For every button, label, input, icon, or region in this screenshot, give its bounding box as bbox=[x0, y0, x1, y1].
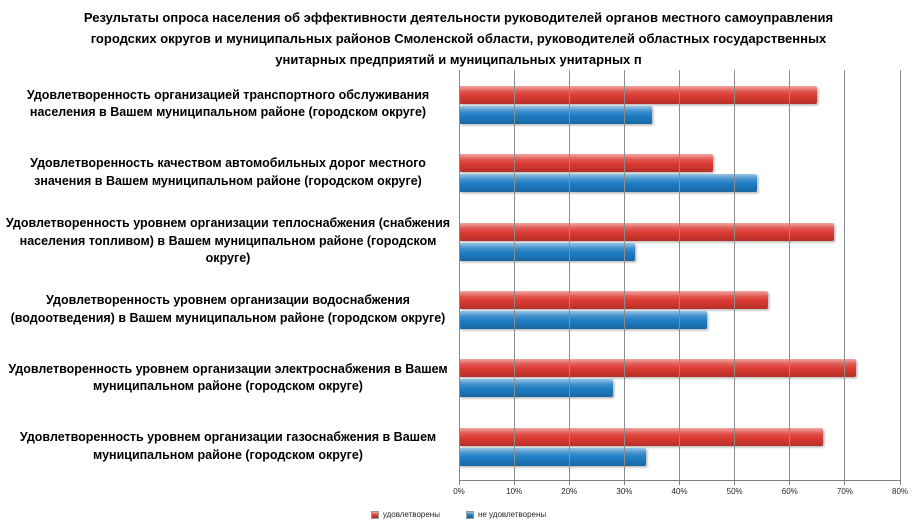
category-label: Удовлетворенность качеством автомобильны… bbox=[30, 156, 426, 188]
x-axis: 0% 10% 20% 30% 40% 50% 60% 70% 80% bbox=[453, 487, 908, 499]
legend: удовлетворены не удовлетворены bbox=[0, 510, 917, 519]
x-tick-label: 0% bbox=[453, 487, 465, 496]
gridline bbox=[734, 70, 736, 480]
gridline bbox=[679, 70, 680, 480]
bar-unsatisfied bbox=[459, 447, 647, 466]
x-tick-label: 50% bbox=[726, 487, 743, 496]
bar-satisfied bbox=[459, 427, 823, 446]
axis-tick bbox=[679, 480, 680, 485]
gridline bbox=[899, 70, 901, 480]
category-label: Удовлетворенность организацией транспорт… bbox=[26, 87, 430, 120]
bar-unsatisfied bbox=[459, 174, 757, 193]
bar-row bbox=[459, 70, 900, 138]
x-tick-label: 30% bbox=[616, 487, 633, 496]
bar-row bbox=[459, 138, 900, 206]
bar-unsatisfied bbox=[459, 242, 636, 261]
axis-tick bbox=[734, 480, 736, 485]
gridline bbox=[789, 70, 791, 480]
axis-tick bbox=[513, 480, 515, 485]
x-tick-label: 10% bbox=[506, 487, 523, 496]
gridline bbox=[568, 70, 570, 480]
legend-label: не удовлетворены bbox=[477, 510, 547, 519]
bar-satisfied bbox=[459, 359, 856, 378]
legend-swatch-icon bbox=[370, 510, 379, 519]
bar-row bbox=[459, 412, 900, 480]
x-tick-label: 60% bbox=[781, 487, 798, 496]
gridline bbox=[513, 70, 515, 480]
axis-tick bbox=[789, 480, 791, 485]
bar-row bbox=[459, 343, 900, 411]
bar-unsatisfied bbox=[459, 379, 614, 398]
bar-row bbox=[459, 275, 900, 343]
chart-title: Результаты опроса населения об эффективн… bbox=[83, 10, 834, 67]
gridline bbox=[623, 70, 625, 480]
legend-swatch-icon bbox=[465, 510, 474, 519]
bar-row bbox=[459, 207, 900, 275]
bar-satisfied bbox=[459, 154, 713, 173]
y-axis-line bbox=[458, 70, 460, 480]
bar-satisfied bbox=[459, 222, 834, 241]
legend-item: не удовлетворены bbox=[465, 510, 547, 519]
x-tick-label: 40% bbox=[671, 487, 688, 496]
axis-tick bbox=[623, 480, 625, 485]
x-tick-label: 20% bbox=[561, 487, 578, 496]
category-label: Удовлетворенность уровнем организации га… bbox=[19, 430, 437, 462]
bar-unsatisfied bbox=[459, 106, 652, 124]
category-label: Удовлетворенность уровнем организации те… bbox=[5, 216, 451, 265]
bar-rows-container bbox=[459, 70, 900, 480]
chart-area: Удовлетворенность организацией транспорт… bbox=[0, 70, 917, 485]
gridline bbox=[844, 70, 846, 480]
bar-satisfied bbox=[459, 290, 768, 309]
axis-tick bbox=[899, 480, 901, 485]
legend-label: удовлетворены bbox=[382, 510, 440, 519]
axis-tick bbox=[568, 480, 570, 485]
category-label: Удовлетворенность уровнем организации во… bbox=[10, 293, 446, 325]
x-tick-label: 70% bbox=[836, 487, 853, 496]
category-labels-column: Удовлетворенность организацией транспорт… bbox=[2, 70, 454, 481]
bar-satisfied bbox=[459, 86, 818, 104]
legend-item: удовлетворены bbox=[370, 510, 440, 519]
axis-tick bbox=[458, 480, 460, 485]
axis-tick bbox=[844, 480, 846, 485]
bar-unsatisfied bbox=[459, 310, 708, 329]
x-tick-label: 80% bbox=[891, 487, 909, 496]
plot-area bbox=[458, 70, 901, 485]
category-label: Удовлетворенность уровнем организации эл… bbox=[8, 361, 448, 394]
